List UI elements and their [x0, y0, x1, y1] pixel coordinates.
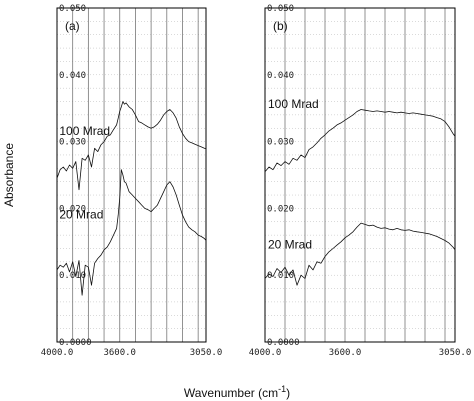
- plot-frame: [56, 7, 207, 343]
- y-tick-label: 0.010: [267, 271, 294, 281]
- y-tick-label: 0.050: [59, 4, 86, 14]
- panel-b: 0.0000 0.010 0.020 0.030 0.040 0.050 4000.0 360…: [249, 4, 472, 358]
- y-tick-label: 0.0000: [59, 338, 92, 348]
- series-trace-high-dose: [264, 109, 456, 172]
- y-tick-label: 0.010: [59, 271, 86, 281]
- y-tick-label: 0.050: [267, 4, 294, 14]
- y-tick-label: 0.040: [267, 71, 294, 81]
- series-trace-low-dose: [56, 169, 207, 296]
- series-label: 100 Mrad: [268, 97, 319, 111]
- x-tick-label: 4000.0: [249, 348, 282, 358]
- y-axis-title: Absorbance: [2, 143, 16, 207]
- series-label: 20 Mrad: [268, 237, 312, 251]
- y-tick-label: 0.0000: [267, 338, 300, 348]
- x-axis-title-text: Wavenumber (cm: [184, 386, 278, 400]
- panel-a: 0.0000 0.010 0.020 0.030 0.040 0.050 4000.0 360…: [41, 4, 223, 358]
- series-label: 100 Mrad: [59, 124, 110, 138]
- series-trace-high-dose: [56, 101, 207, 191]
- series-trace-low-dose: [264, 222, 456, 286]
- y-tick-label: 0.030: [267, 138, 294, 148]
- y-tick-label: 0.040: [59, 71, 86, 81]
- y-tick-label: 0.030: [59, 138, 86, 148]
- y-tick-label: 0.020: [267, 204, 294, 214]
- x-tick-label: 4000.0: [41, 348, 74, 358]
- x-tick-label: 3600.0: [103, 348, 136, 358]
- x-axis-title-superscript: -1: [278, 384, 286, 394]
- plot-frame: [264, 7, 456, 343]
- y-tick-label: 0.020: [59, 204, 86, 214]
- x-axis-title: Wavenumber (cm-1): [184, 384, 290, 400]
- panel-label: (a): [65, 19, 80, 33]
- x-tick-label: 3050.0: [190, 348, 223, 358]
- series-label: 20 Mrad: [59, 207, 103, 221]
- x-tick-label: 3050.0: [439, 348, 472, 358]
- x-axis-title-end: ): [286, 386, 290, 400]
- panel-label: (b): [273, 19, 288, 33]
- x-tick-label: 3600.0: [329, 348, 362, 358]
